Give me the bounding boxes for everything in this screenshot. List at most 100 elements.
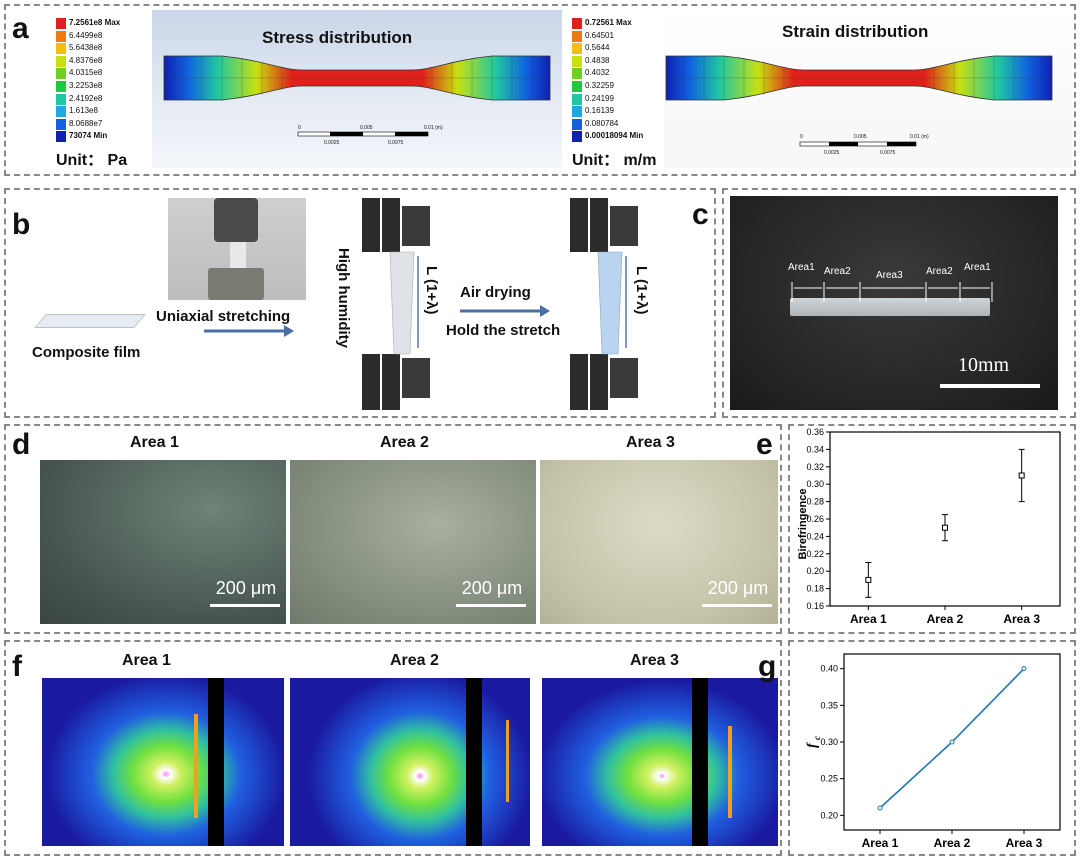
- x-tick-label: Area 3: [1006, 836, 1043, 850]
- composite-film-shape: [34, 314, 146, 328]
- strain-title: Strain distribution: [782, 22, 929, 41]
- air-drying-label: Air drying: [460, 284, 531, 301]
- y-axis-label: Birefringence: [797, 489, 809, 560]
- panel-a-label: a: [12, 12, 29, 45]
- saxs-area-2: [290, 678, 530, 846]
- stress-legend-value: 2.4192e8: [69, 93, 103, 103]
- y-tick-label: 0.16: [806, 601, 824, 611]
- y-tick-label: 0.25: [820, 774, 838, 784]
- stress-scale-0: 0: [298, 125, 301, 131]
- beam-stop-2: [466, 678, 482, 846]
- f-title-2: Area 2: [390, 652, 439, 669]
- sample-scale-label: 10mm: [958, 354, 1010, 376]
- d-scale-label-1: 200 μm: [215, 578, 277, 598]
- d-title-2: Area 2: [380, 434, 429, 451]
- stress-legend-value: 5.6438e8: [69, 43, 103, 53]
- stress-legend-value: 1.613e8: [69, 106, 98, 116]
- panel-f-label: f: [12, 650, 22, 683]
- strain-legend-value: 0.64501: [585, 30, 614, 40]
- area-label-3: Area3: [876, 270, 903, 281]
- panel-g-label: g: [758, 650, 777, 683]
- panel-e: [788, 424, 1076, 634]
- length-label-2: L (1+λ): [633, 266, 650, 315]
- y-tick-label: 0.40: [820, 664, 838, 674]
- strain-legend-value: 0.72561 Max: [585, 18, 632, 27]
- strain-unit: Unit： m/m: [572, 152, 657, 169]
- sample-photo: Area1 Area2 Area3 Area2 Area1 10mm: [730, 196, 1058, 410]
- strain-legend-swatch: [572, 131, 582, 143]
- data-point: [865, 576, 872, 583]
- x-tick-label: Area 1: [850, 612, 887, 626]
- stress-title: Stress distribution: [262, 28, 413, 47]
- panel-g: [788, 640, 1076, 856]
- stress-legend-swatch: [56, 30, 66, 42]
- stress-unit: Unit： Pa: [56, 152, 128, 169]
- strain-legend-swatch: [572, 55, 582, 67]
- strain-legend-swatch: [572, 30, 582, 42]
- x-tick-label: Area 2: [934, 836, 971, 850]
- arc-marker-3: [728, 726, 732, 818]
- stress-scale-4: 0.0075: [388, 140, 404, 146]
- strain-legend-value: 0.4032: [585, 68, 610, 78]
- panel-b-label: b: [12, 208, 31, 241]
- data-point: [949, 739, 955, 745]
- area-label-2a: Area2: [824, 266, 851, 277]
- stress-fem-view: Stress distribution: [152, 10, 562, 168]
- stress-scale-3: 0.0025: [324, 140, 340, 146]
- stress-legend-value: 3.2253e8: [69, 81, 103, 90]
- x-tick-label: Area 2: [927, 612, 964, 626]
- chart-e: 0.16 0.18 0.20 0.22 0.24 0.26 0.28 0.30 0.32 0.34…: [797, 427, 1061, 626]
- stress-legend-value: 6.4499e8: [69, 30, 103, 40]
- stress-legend-swatch: [56, 93, 66, 105]
- stress-scale-2: 0.01 (m): [424, 125, 443, 131]
- y-tick-label: 0.20: [820, 810, 838, 820]
- stretch-clamp-1: [362, 198, 430, 410]
- stress-legend-swatch: [56, 43, 66, 55]
- data-point: [942, 524, 948, 531]
- panel-d: [4, 424, 782, 634]
- strain-legend-swatch: [572, 43, 582, 55]
- stress-legend-swatch: [56, 106, 66, 118]
- d-title-1: Area 1: [130, 434, 179, 451]
- stress-legend-swatch: [56, 81, 66, 92]
- stress-legend-value: 7.2561e8 Max: [69, 18, 121, 27]
- stretch-clamp-2: [570, 198, 638, 410]
- high-humidity-label: High humidity: [335, 248, 352, 348]
- stress-legend-swatch: [56, 55, 66, 67]
- strain-legend-value: 0.32259: [585, 81, 614, 90]
- strain-legend-value: 0.24199: [585, 93, 614, 103]
- stress-legend-swatch: [56, 68, 66, 80]
- series-line: [879, 668, 1025, 809]
- strain-scale-4: 0.0075: [880, 150, 896, 156]
- y-tick-label: 0.20: [806, 566, 824, 576]
- panel-c-label: c: [692, 198, 709, 231]
- data-point: [1021, 666, 1027, 672]
- d-scale-label-3: 200 μm: [707, 578, 769, 598]
- strain-specimen: [665, 55, 1053, 147]
- strain-scale-1: 0.005: [854, 134, 867, 140]
- stress-scale-1: 0.005: [360, 125, 373, 131]
- strain-legend-swatch: [572, 18, 582, 29]
- y-tick-label: 0.22: [806, 549, 824, 559]
- x-tick-label: Area 1: [862, 836, 899, 850]
- tensile-machine-photo: [168, 198, 306, 300]
- panel-e-label: e: [756, 428, 773, 461]
- uniaxial-label: Uniaxial stretching: [156, 308, 291, 325]
- strain-scale-3: 0.0025: [824, 150, 840, 156]
- y-tick-label: 0.34: [806, 444, 824, 454]
- drying-arrow: [460, 305, 550, 317]
- micrograph-area-2: 200 μm: [290, 460, 536, 624]
- strain-legend-value: 0.4838: [585, 55, 610, 65]
- saxs-area-3: [542, 678, 778, 846]
- micrograph-area-3: 200 μm: [540, 460, 778, 624]
- area-label-1b: Area1: [964, 262, 991, 273]
- strain-legend-swatch: [572, 118, 582, 130]
- y-axis-label: f: [805, 742, 820, 748]
- y-axis-label-sub: c: [812, 736, 822, 740]
- chart-g: 0.20 0.25 0.30 0.35 0.40 Area 1 Area 2 Area 3 fc: [805, 653, 1061, 850]
- stress-legend-value: 8.0688e7: [69, 118, 103, 128]
- y-tick-label: 0.30: [820, 737, 838, 747]
- arc-marker-1: [194, 714, 198, 818]
- strain-fem-view: Strain distribution 0 0.005 0.01 (m) 0.0…: [664, 10, 1072, 168]
- area-markers: [791, 282, 993, 302]
